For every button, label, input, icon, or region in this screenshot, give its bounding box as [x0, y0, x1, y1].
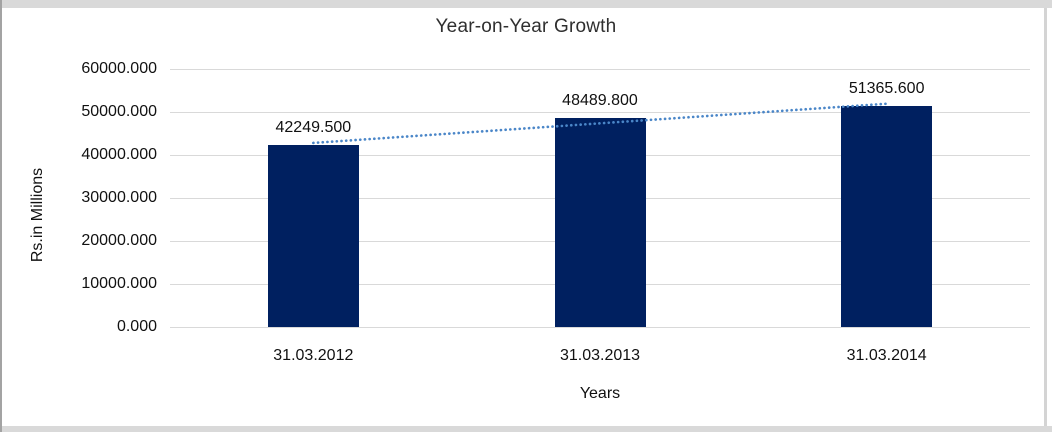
y-tick-label: 0.000	[116, 318, 157, 335]
data-label: 51365.600	[848, 80, 925, 98]
data-label: 42249.500	[275, 119, 352, 137]
category-label: 31.03.2013	[559, 347, 641, 364]
gridline	[170, 68, 1030, 70]
y-tick-label: 60000.000	[81, 60, 157, 77]
window-border-bottom	[0, 426, 1052, 432]
category-label: 31.03.2012	[273, 347, 354, 364]
category-label: 31.03.2014	[846, 347, 927, 364]
y-tick-label: 30000.000	[81, 189, 157, 206]
window-border-right	[1044, 8, 1047, 426]
gridline	[170, 326, 1030, 328]
data-label: 48489.800	[562, 92, 638, 110]
x-axis-title: Years	[579, 385, 621, 402]
bar-31.03.2013	[554, 118, 646, 327]
y-tick-label: 10000.000	[81, 275, 157, 292]
y-tick-label: 40000.000	[81, 146, 157, 163]
window-border-top	[0, 0, 1052, 8]
y-tick-label: 20000.000	[81, 232, 157, 249]
y-tick-label: 50000.000	[81, 103, 157, 120]
bar-31.03.2012	[267, 145, 359, 327]
y-axis-title: Rs.in Millions	[29, 167, 46, 263]
window-border-left	[0, 0, 2, 432]
bar-31.03.2014	[841, 106, 933, 327]
chart-title: Year-on-Year Growth	[435, 16, 617, 37]
